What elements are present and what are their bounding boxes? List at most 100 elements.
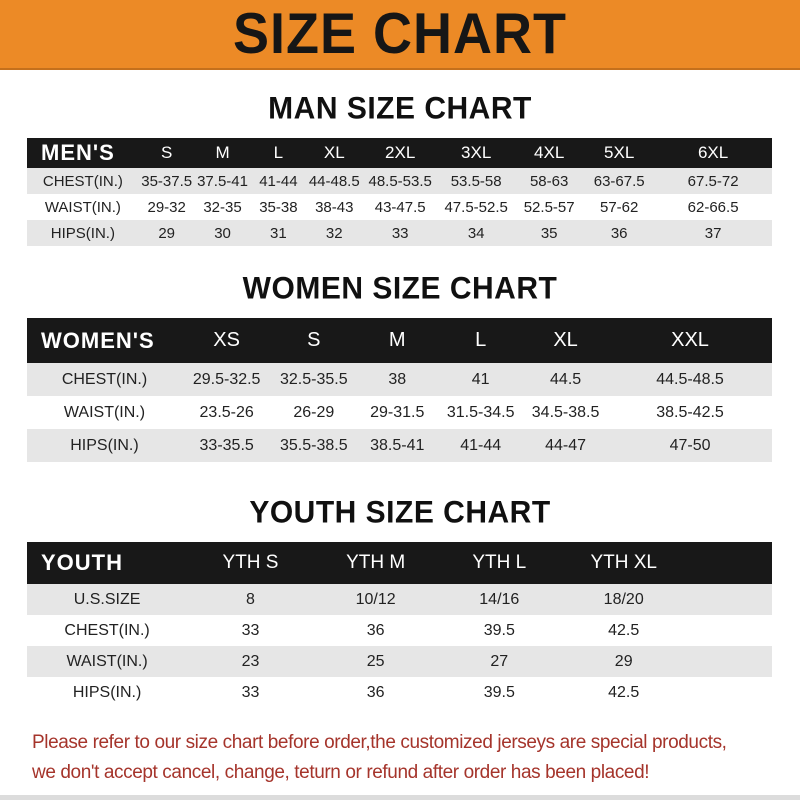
size-value: 44.5 xyxy=(550,370,582,388)
size-value xyxy=(686,677,772,708)
size-value: 31.5-34.5 xyxy=(446,403,515,421)
size-value: 10/12 xyxy=(355,590,396,608)
size-value: 42.5 xyxy=(608,621,640,639)
size-value: 29.5-32.5 xyxy=(192,370,261,388)
column-header: 4XL xyxy=(534,143,565,162)
size-value: 62-66.5 xyxy=(687,198,739,216)
table-row: HIPS(IN.) 33 36 39.5 42.5 xyxy=(27,677,772,708)
row-label: WAIST(IN.) xyxy=(63,403,146,421)
column-header: L xyxy=(475,329,487,351)
size-value xyxy=(686,646,772,677)
row-label: HIPS(IN.) xyxy=(70,436,139,454)
size-value: 29-31.5 xyxy=(370,403,425,421)
column-header: YTH M xyxy=(346,552,406,573)
column-header: XL xyxy=(553,329,578,351)
size-table: WOMEN'S XS S M L XL XXL CHEST(IN.) 29.5-32.5 32.5… xyxy=(27,318,772,462)
column-header: XXL xyxy=(671,329,709,351)
size-value: 29 xyxy=(158,224,176,242)
size-value: 35 xyxy=(540,224,558,242)
column-header: L xyxy=(273,143,284,162)
size-value: 32-35 xyxy=(203,198,242,216)
size-value: 23.5-26 xyxy=(199,403,254,421)
disclaimer-line-1: Please refer to our size chart before or… xyxy=(32,732,727,753)
row-label: WAIST(IN.) xyxy=(66,652,148,670)
row-label: HIPS(IN.) xyxy=(50,224,115,242)
size-value: 34.5-38.5 xyxy=(531,403,600,421)
size-value: 47.5-52.5 xyxy=(444,198,508,216)
size-value: 35.5-38.5 xyxy=(280,436,348,454)
size-value: 33 xyxy=(241,621,260,639)
table-header-row: WOMEN'S XS S M L XL XXL xyxy=(27,318,772,363)
size-value: 23 xyxy=(241,652,260,670)
banner-title: SIZE CHART xyxy=(233,2,567,66)
size-value: 53.5-58 xyxy=(450,172,502,190)
size-value: 41 xyxy=(471,370,490,388)
table-row: CHEST(IN.) 33 36 39.5 42.5 xyxy=(27,615,772,646)
column-header: 3XL xyxy=(461,143,492,162)
table-header-row: MEN'S S M L XL 2XL 3XL 4XL 5XL 6XL xyxy=(27,138,772,168)
size-value: 41-44 xyxy=(460,436,502,454)
size-value: 29 xyxy=(614,652,633,670)
table-row: HIPS(IN.) 29 30 31 32 33 34 35 36 37 xyxy=(27,220,772,246)
size-value: 47-50 xyxy=(669,436,711,454)
size-value: 33-35.5 xyxy=(199,436,254,454)
column-header: 6XL xyxy=(697,143,729,162)
size-value: 33 xyxy=(241,683,260,701)
column-header: YTH XL xyxy=(590,552,657,573)
size-value: 39.5 xyxy=(483,683,515,701)
size-value: 36 xyxy=(366,683,385,701)
size-table: MEN'S S M L XL 2XL 3XL 4XL 5XL 6XL CHEST(IN.) 35-37… xyxy=(27,138,772,246)
column-header: M xyxy=(215,143,230,162)
row-label: CHEST(IN.) xyxy=(64,621,150,639)
table-row: U.S.SIZE 8 10/12 14/16 18/20 xyxy=(27,584,772,615)
size-value: 29-32 xyxy=(147,198,186,216)
size-value: 18/20 xyxy=(603,590,644,608)
size-value: 42.5 xyxy=(608,683,640,701)
row-label: WAIST(IN.) xyxy=(44,198,121,216)
column-header xyxy=(686,542,772,584)
size-value: 32.5-35.5 xyxy=(280,370,348,388)
column-header: YTH L xyxy=(472,552,527,573)
table-row: HIPS(IN.) 33-35.5 35.5-38.5 38.5-41 41-44 44-… xyxy=(27,429,772,462)
size-value: 58-63 xyxy=(529,172,569,190)
row-label: CHEST(IN.) xyxy=(61,370,148,388)
size-value: 44-47 xyxy=(545,436,587,454)
women-section-heading: WOMEN SIZE CHART xyxy=(242,271,558,306)
size-value: 38-43 xyxy=(315,198,354,216)
size-value: 33 xyxy=(391,224,409,242)
column-header: YTH S xyxy=(222,552,279,573)
table-row: WAIST(IN.) 23.5-26 26-29 29-31.5 31.5-34.5 34… xyxy=(27,396,772,429)
size-table: YOUTH YTH S YTH M YTH L YTH XL U.S.SIZE 8 10/12… xyxy=(27,542,772,708)
table-row: CHEST(IN.) 35-37.5 37.5-41 41-44 44-48.5 48.5… xyxy=(27,168,772,194)
banner: SIZE CHART xyxy=(0,0,800,70)
column-header: 2XL xyxy=(385,143,416,162)
youth-section-heading: YOUTH SIZE CHART xyxy=(249,495,551,530)
size-value: 27 xyxy=(490,652,509,670)
size-value xyxy=(686,584,772,615)
size-value: 31 xyxy=(270,224,287,242)
size-value: 32 xyxy=(325,224,343,242)
size-value: 39.5 xyxy=(483,621,515,639)
size-value: 37.5-41 xyxy=(197,172,248,190)
table-title-cell: MEN'S xyxy=(41,140,115,165)
bottom-edge-strip xyxy=(0,795,800,800)
size-value: 52.5-57 xyxy=(523,198,575,216)
column-header: M xyxy=(388,329,406,351)
size-value: 36 xyxy=(610,224,628,242)
size-value: 36 xyxy=(366,621,385,639)
table-header-row: YOUTH YTH S YTH M YTH L YTH XL xyxy=(27,542,772,584)
size-value: 44-48.5 xyxy=(308,172,360,190)
size-value: 41-44 xyxy=(259,172,298,190)
size-value: 44.5-48.5 xyxy=(656,370,724,388)
size-value: 43-47.5 xyxy=(374,198,426,216)
size-value: 63-67.5 xyxy=(593,172,645,190)
table-row: WAIST(IN.) 29-32 32-35 35-38 38-43 43-47.5 47.… xyxy=(27,194,772,220)
size-value: 26-29 xyxy=(293,403,335,421)
table-title-cell: YOUTH xyxy=(41,550,123,575)
column-header: S xyxy=(161,143,173,162)
size-value: 35-38 xyxy=(259,198,298,216)
size-value: 38 xyxy=(388,370,407,388)
column-header: 5XL xyxy=(604,143,635,162)
column-header: S xyxy=(307,329,321,351)
